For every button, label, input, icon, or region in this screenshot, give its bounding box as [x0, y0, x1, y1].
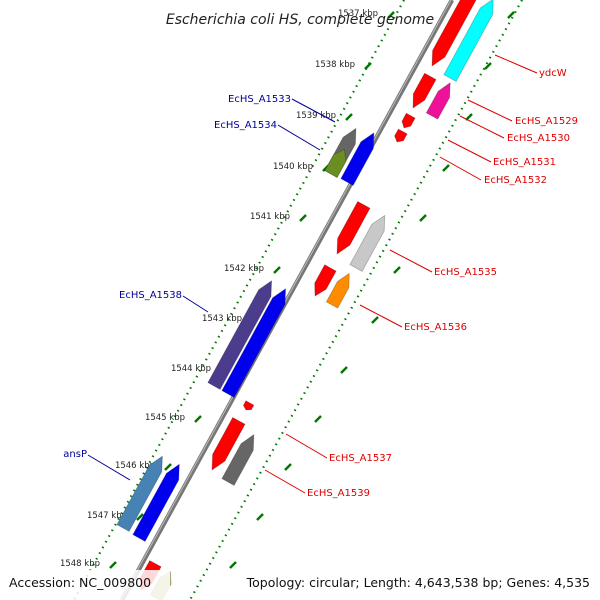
tick-mark [507, 11, 515, 19]
tick-mark [387, 11, 395, 19]
gene-a1529 [412, 72, 437, 109]
tick-mark [371, 316, 379, 324]
gene-leader-line [359, 304, 403, 328]
tick-mark [345, 113, 353, 121]
gene-leader-line [494, 54, 538, 74]
gene-small-red [242, 400, 255, 411]
gene-a1535-red [336, 200, 371, 255]
tick-label: 1539 kbp [296, 111, 336, 121]
gene-leader-line [264, 469, 306, 494]
tick-mark [393, 266, 401, 274]
gene-features [116, 0, 494, 600]
gene-a1532 [394, 128, 408, 143]
gene-ydcw-upper [431, 0, 477, 67]
tick-mark [136, 513, 144, 521]
tick-mark [314, 415, 322, 423]
tick-label: 1544 kbp [171, 364, 211, 374]
gene-a1534-olive [324, 148, 347, 178]
map-title: Escherichia coli HS, complete genome [166, 12, 434, 28]
tick-label: 1547 kbp [87, 511, 127, 521]
gene-label: EcHS_A1538 [119, 290, 182, 301]
tick-mark [299, 214, 307, 222]
tick-label: 1545 kbp [145, 413, 185, 423]
gene-label: EcHS_A1531 [493, 157, 556, 168]
accession-text: Accession: NC_009800 [9, 575, 151, 590]
footer-left-bg [0, 570, 170, 600]
gene-label-lines [87, 54, 538, 494]
tick-mark [273, 266, 281, 274]
tick-marks [109, 11, 515, 569]
backbone-ring [120, 0, 454, 600]
tick-mark [442, 164, 450, 172]
tick-mark [484, 62, 492, 70]
gene-leader-line [277, 124, 321, 151]
gene-label: ansP [63, 449, 87, 460]
tick-label: 1538 kbp [315, 60, 355, 70]
tick-mark [340, 366, 348, 374]
gene-label: EcHS_A1532 [484, 175, 547, 186]
tick-label: 1541 kbp [250, 212, 290, 222]
gene-leader-line [439, 156, 482, 181]
tick-mark [419, 214, 427, 222]
gene-a1538-blue [221, 288, 287, 398]
gene-leader-line [285, 433, 328, 459]
gene-a1536 [325, 272, 350, 309]
gene-a1535 [349, 214, 386, 272]
gene-label: EcHS_A1537 [329, 453, 392, 464]
gene-leader-line [291, 98, 336, 123]
gene-a1539 [221, 433, 255, 486]
tick-label: 1542 kbp [224, 264, 264, 274]
footer-right-bg [255, 570, 600, 600]
tick-mark [256, 513, 264, 521]
gene-ydcw [443, 0, 494, 82]
gene-a1530 [425, 81, 451, 120]
gene-label: EcHS_A1529 [515, 116, 578, 127]
gene-label: ydcW [539, 68, 567, 79]
gene-label: EcHS_A1539 [307, 488, 370, 499]
gene-leader-line [459, 115, 505, 139]
tick-label: 1546 kbp [115, 461, 155, 471]
gene-leader-line [182, 295, 209, 313]
gene-label: EcHS_A1530 [507, 133, 570, 144]
tick-label: 1537 kbp [338, 9, 378, 19]
gene-ansp-steel [116, 455, 163, 532]
tick-labels: 1537 kbp 1538 kbp 1539 kbp 1540 kbp 1541 kbp… [60, 9, 378, 569]
gene-ansp [132, 463, 180, 542]
tick-label: 1540 kbp [273, 162, 313, 172]
gene-a1537 [211, 416, 246, 471]
gene-label: EcHS_A1535 [434, 267, 497, 278]
gene-leader-line [87, 454, 131, 481]
tick-mark [194, 415, 202, 423]
tick-label: 1543 kbp [202, 314, 242, 324]
inner-dotted-ring [189, 0, 523, 600]
gene-label: EcHS_A1533 [228, 94, 291, 105]
gene-leader-line [467, 99, 513, 122]
tick-label: 1548 kbp [60, 559, 100, 569]
tick-mark [164, 463, 172, 471]
gene-labels: ydcW EcHS_A1529 EcHS_A1530 EcHS_A1531 EcHS_A… [63, 68, 578, 499]
tick-mark [109, 561, 117, 569]
topology-text: Topology: circular; Length: 4,643,538 bp… [246, 575, 590, 590]
gene-a1531 [401, 112, 416, 129]
gene-a1536-red [314, 264, 337, 297]
gene-leader-line [447, 139, 492, 163]
gene-a1538 [207, 280, 273, 390]
gene-label: EcHS_A1534 [214, 120, 277, 131]
tick-mark [364, 62, 372, 70]
gene-leader-line [389, 249, 433, 273]
gene-label: EcHS_A1536 [404, 322, 467, 333]
backbone-highlight [120, 0, 452, 600]
gene-a1534 [340, 132, 375, 186]
tick-mark [284, 463, 292, 471]
tick-mark [229, 561, 237, 569]
